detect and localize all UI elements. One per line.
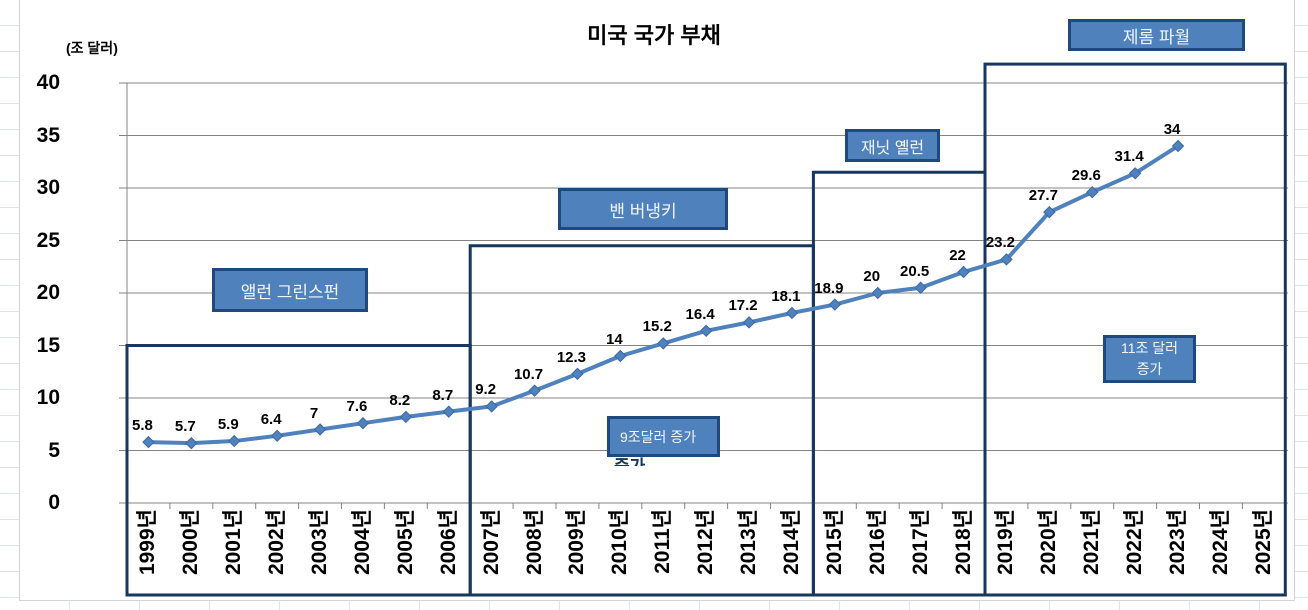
chair-box-greenspan: 앨런 그린스펀 — [212, 268, 368, 312]
y-tick-label: 0 — [48, 491, 60, 514]
x-tick-label: 2019년 — [994, 509, 1018, 576]
annotation-11-trillion-increase: 11조 달러 증가 — [1103, 335, 1196, 383]
data-point-label: 22 — [949, 247, 966, 264]
x-tick-label: 2020년 — [1037, 509, 1061, 576]
x-tick-label: 2002년 — [265, 509, 289, 576]
x-tick-label: 2015년 — [822, 509, 846, 576]
x-tick-label: 1999년 — [136, 509, 160, 576]
data-point-label: 20.5 — [900, 262, 930, 280]
x-tick-label: 2025년 — [1251, 509, 1275, 576]
y-tick-label: 35 — [36, 123, 60, 147]
data-point-label: 5.7 — [174, 418, 196, 436]
y-tick-label: 40 — [36, 71, 60, 94]
chair-box-yellen-label: 재닛 옐런 — [860, 139, 925, 157]
data-point-label: 23.2 — [985, 234, 1016, 252]
annotation-9-trillion-text: 9조달러 증가 — [620, 428, 697, 445]
data-point-label: 8.7 — [432, 386, 454, 404]
x-tick-label: 2016년 — [865, 509, 889, 576]
y-tick-label: 15 — [36, 333, 60, 357]
data-point-label: 20 — [863, 268, 881, 285]
data-point-label: 12.3 — [556, 348, 587, 366]
chair-box-greenspan-label: 앨런 그린스펀 — [240, 282, 340, 302]
y-axis-unit-label: (조 달러) — [66, 40, 118, 56]
data-point-label: 29.6 — [1071, 167, 1101, 185]
x-tick-label: 2013년 — [737, 509, 761, 576]
x-tick-label: 2010년 — [608, 509, 632, 576]
chair-box-powell: 제롬 파월 — [1068, 19, 1245, 51]
chart-title: 미국 국가 부채 — [587, 23, 721, 48]
annotation-11-trillion-line1: 11조 달러 — [1120, 340, 1179, 356]
x-tick-label: 2023년 — [1166, 509, 1190, 576]
data-point-label: 15.2 — [642, 318, 672, 336]
y-tick-label: 20 — [36, 281, 60, 304]
x-tick-label: 2024년 — [1208, 509, 1232, 576]
data-point-label: 8.2 — [389, 391, 411, 409]
x-tick-label: 2017년 — [908, 509, 932, 576]
x-tick-label: 2006년 — [436, 509, 460, 576]
x-tick-label: 2004년 — [350, 509, 374, 576]
data-point-label: 18.9 — [814, 279, 844, 297]
x-tick-label: 2021년 — [1080, 509, 1104, 576]
x-tick-label: 2009년 — [565, 509, 589, 576]
chair-box-yellen: 재닛 옐런 — [845, 129, 940, 162]
data-point-label: 14 — [606, 331, 623, 348]
chair-box-bernanke: 밴 버냉키 — [558, 188, 728, 230]
chair-box-bernanke-label: 밴 버냉키 — [609, 201, 677, 221]
x-tick-label: 2008년 — [522, 509, 546, 576]
x-tick-label: 2012년 — [694, 509, 718, 576]
data-point-label: 17.2 — [728, 297, 758, 315]
x-tick-label: 2011년 — [651, 509, 675, 574]
y-tick-label: 30 — [36, 176, 60, 199]
data-point-label: 7 — [309, 404, 319, 422]
data-point-label: 31.4 — [1114, 148, 1144, 166]
y-tick-label: 5 — [48, 438, 60, 462]
x-tick-label: 2001년 — [222, 509, 246, 576]
annotation-9-trillion-increase: 9조달러 증가 — [607, 416, 720, 457]
x-tick-label: 2000년 — [179, 509, 203, 576]
data-point-label: 10.7 — [513, 365, 544, 383]
x-tick-label: 2018년 — [951, 509, 975, 576]
y-tick-label: 25 — [36, 228, 60, 252]
chair-box-powell-label: 제롬 파월 — [1122, 27, 1191, 47]
x-tick-label: 2005년 — [393, 509, 417, 576]
data-point-label: 9.2 — [475, 381, 497, 399]
data-point-label: 5.9 — [217, 416, 239, 434]
annotation-9-trillion-clipped-text: 증가 — [614, 457, 694, 466]
data-point-label: 27.7 — [1028, 187, 1058, 205]
data-point-label: 5.8 — [132, 417, 153, 435]
data-point-label: 16.4 — [685, 305, 715, 323]
x-tick-label: 2022년 — [1123, 509, 1147, 576]
x-tick-label: 2007년 — [479, 509, 503, 576]
x-tick-label: 2014년 — [779, 509, 803, 576]
y-tick-label: 10 — [36, 386, 60, 409]
data-point-label: 7.6 — [346, 398, 368, 416]
annotation-11-trillion-line2: 증가 — [1136, 361, 1163, 377]
data-point-label: 18.1 — [771, 287, 801, 305]
x-tick-label: 2003년 — [308, 509, 332, 576]
data-point-label: 34 — [1163, 121, 1181, 138]
data-point-label: 6.4 — [260, 410, 282, 428]
